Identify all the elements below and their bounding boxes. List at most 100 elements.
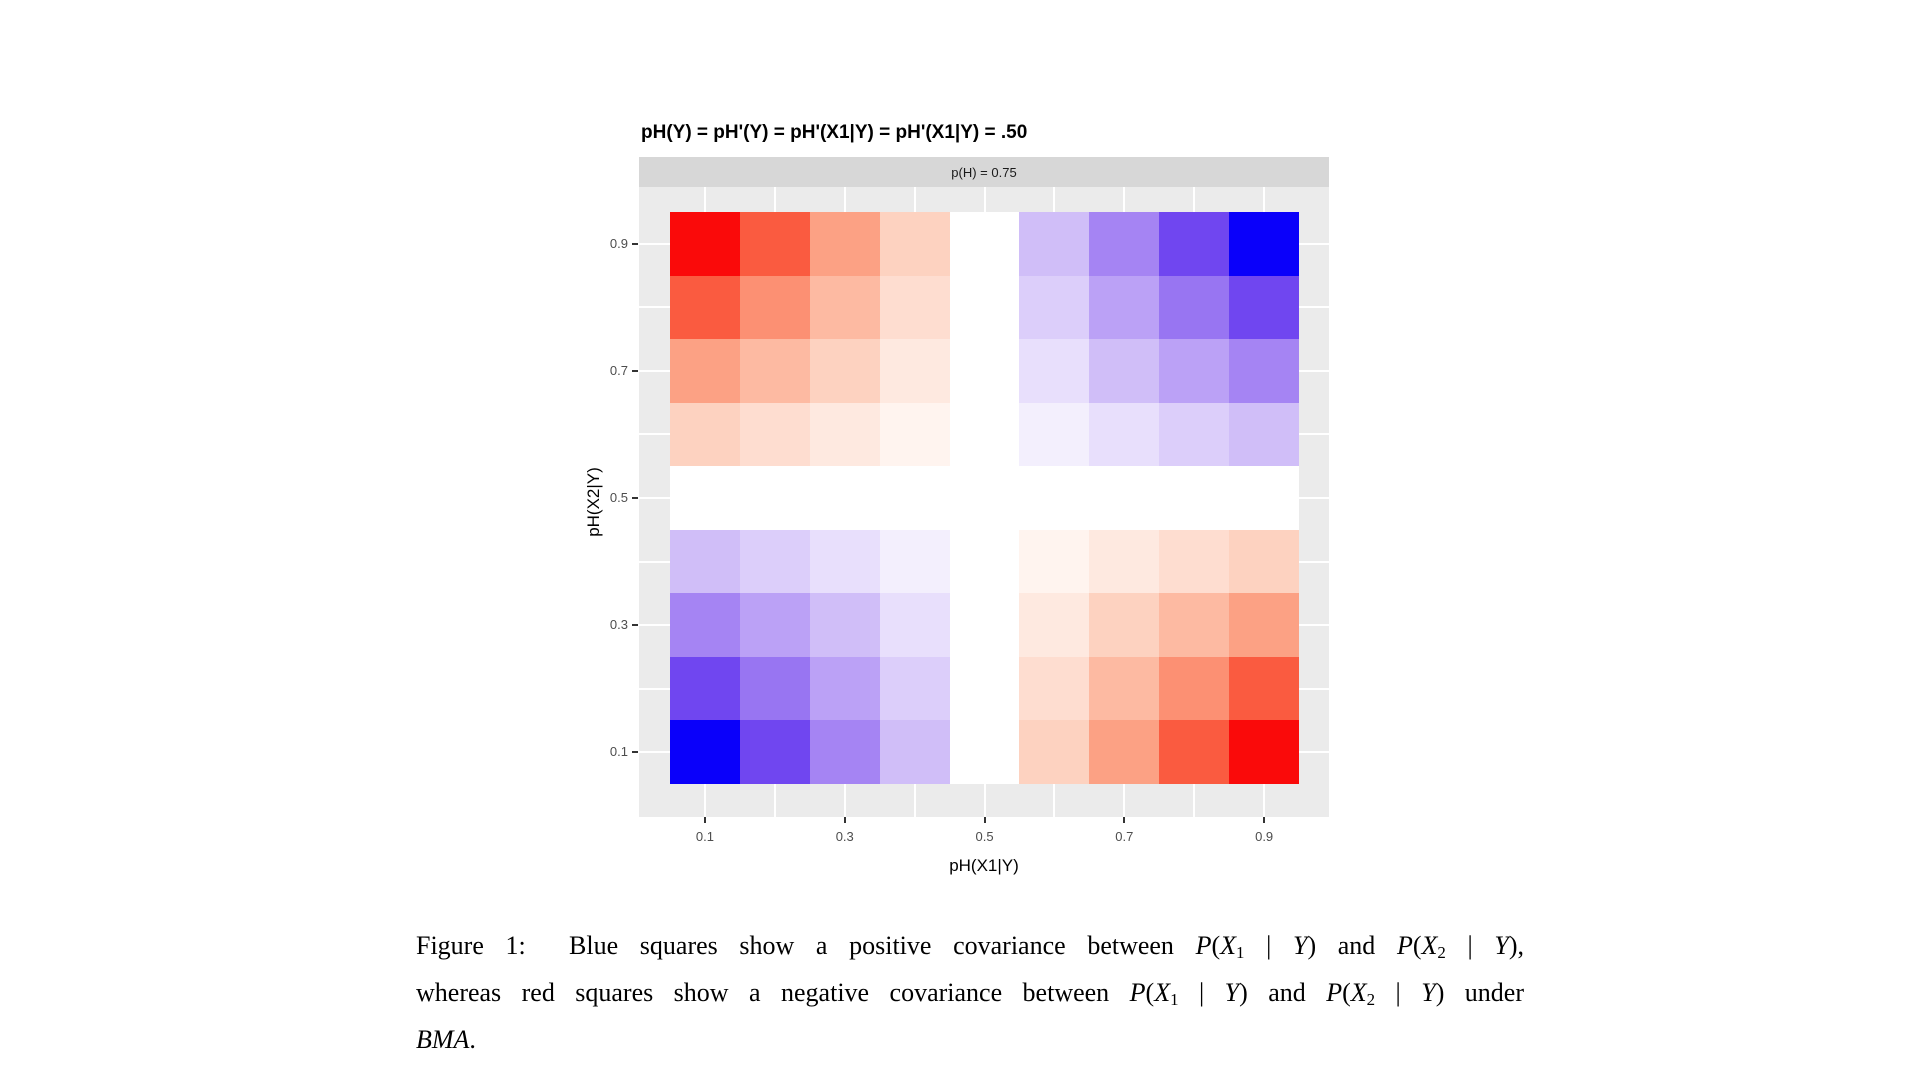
heatmap-tile: [1159, 593, 1230, 657]
heatmap-tile: [879, 720, 950, 784]
heatmap-tile: [1089, 529, 1160, 594]
heatmap-tile: [1229, 339, 1299, 403]
heatmap-tile: [1089, 720, 1160, 784]
heatmap-tile: [879, 275, 950, 340]
heatmap-tile: [670, 529, 740, 594]
heatmap-tiles: [670, 212, 1299, 784]
heatmap-tile: [1159, 720, 1230, 784]
heatmap-tile: [1159, 402, 1230, 467]
heatmap-tile: [1089, 402, 1160, 467]
y-tick-mark: [632, 751, 638, 754]
heatmap-tile: [739, 275, 810, 340]
caption-line: Figure 1: Blue squares show a positive c…: [416, 931, 1524, 963]
heatmap-panel: [639, 187, 1329, 817]
heatmap-tile: [809, 720, 880, 784]
heatmap-tile: [949, 212, 1020, 276]
heatmap-tile: [809, 402, 880, 467]
heatmap-tile: [1159, 529, 1230, 594]
x-tick-mark: [1263, 817, 1266, 823]
heatmap-tile: [809, 656, 880, 721]
heatmap-tile: [1089, 593, 1160, 657]
facet-strip-label: p(H) = 0.75: [951, 164, 1017, 180]
heatmap-tile: [809, 212, 880, 276]
heatmap-tile: [739, 466, 810, 530]
heatmap-tile: [739, 593, 810, 657]
heatmap-tile: [1019, 593, 1090, 657]
heatmap-tile: [739, 212, 810, 276]
heatmap-tile: [1019, 466, 1090, 530]
heatmap-tile: [809, 339, 880, 403]
heatmap-tile: [949, 529, 1020, 594]
heatmap-tile: [1229, 720, 1299, 784]
y-tick-mark: [632, 624, 638, 627]
heatmap-tile: [1019, 212, 1090, 276]
heatmap-tile: [1019, 720, 1090, 784]
y-axis-title: pH(X2|Y): [584, 467, 603, 537]
heatmap-tile: [670, 275, 740, 340]
plot-title: pH(Y) = pH'(Y) = pH'(X1|Y) = pH'(X1|Y) =…: [641, 122, 1028, 143]
heatmap-tile: [1159, 275, 1230, 340]
x-tick-label: 0.7: [1115, 829, 1134, 844]
x-tick-mark: [843, 817, 846, 823]
heatmap-tile: [809, 529, 880, 594]
heatmap-tile: [879, 593, 950, 657]
heatmap-tile: [1229, 593, 1299, 657]
heatmap-tile: [670, 720, 740, 784]
y-tick-mark: [632, 496, 638, 499]
heatmap-tile: [1229, 529, 1299, 594]
heatmap-tile: [949, 720, 1020, 784]
heatmap-tile: [949, 275, 1020, 340]
heatmap-tile: [1019, 656, 1090, 721]
y-tick-mark: [632, 242, 638, 245]
heatmap-tile: [1019, 275, 1090, 340]
x-axis-title: pH(X1|Y): [949, 856, 1019, 875]
heatmap-tile: [739, 529, 810, 594]
heatmap-tile: [1019, 402, 1090, 467]
heatmap-tile: [949, 339, 1020, 403]
heatmap-tile: [1159, 656, 1230, 721]
figure-caption: Figure 1: Blue squares show a positive c…: [416, 926, 1524, 1060]
heatmap-tile: [949, 466, 1020, 530]
heatmap-tile: [809, 593, 880, 657]
heatmap-tile: [1229, 466, 1299, 530]
x-tick-mark: [983, 817, 986, 823]
facet-strip: p(H) = 0.75: [639, 157, 1329, 187]
heatmap-tile: [879, 466, 950, 530]
caption-line: whereas red squares show a negative cova…: [416, 978, 1524, 1010]
heatmap-tile: [739, 402, 810, 467]
heatmap-tile: [879, 402, 950, 467]
heatmap-tile: [1159, 339, 1230, 403]
y-tick-label: 0.7: [609, 362, 628, 378]
heatmap-tile: [670, 593, 740, 657]
y-tick-label: 0.1: [609, 744, 628, 760]
y-tick-label: 0.5: [609, 489, 628, 505]
heatmap-tile: [879, 212, 950, 276]
heatmap-tile: [879, 656, 950, 721]
x-tick-mark: [703, 817, 706, 823]
heatmap-tile: [1159, 212, 1230, 276]
x-tick-label: 0.9: [1255, 829, 1274, 844]
heatmap-tile: [1229, 402, 1299, 467]
heatmap-tile: [1229, 212, 1299, 276]
heatmap-tile: [739, 339, 810, 403]
x-tick-mark: [1123, 817, 1126, 823]
x-tick-label: 0.5: [975, 829, 994, 844]
x-tick-label: 0.1: [695, 829, 714, 844]
heatmap-tile: [1229, 656, 1299, 721]
heatmap-tile: [1089, 466, 1160, 530]
heatmap-tile: [670, 402, 740, 467]
heatmap-tile: [1019, 529, 1090, 594]
heatmap-tile: [949, 593, 1020, 657]
heatmap-tile: [670, 339, 740, 403]
heatmap-tile: [1159, 466, 1230, 530]
heatmap-tile: [879, 529, 950, 594]
heatmap-tile: [1019, 339, 1090, 403]
y-tick-label: 0.3: [609, 617, 628, 633]
heatmap-tile: [670, 212, 740, 276]
heatmap-tile: [739, 656, 810, 721]
heatmap-tile: [1089, 212, 1160, 276]
y-tick-label: 0.9: [609, 235, 628, 251]
heatmap-tile: [670, 466, 740, 530]
x-tick-label: 0.3: [835, 829, 854, 844]
